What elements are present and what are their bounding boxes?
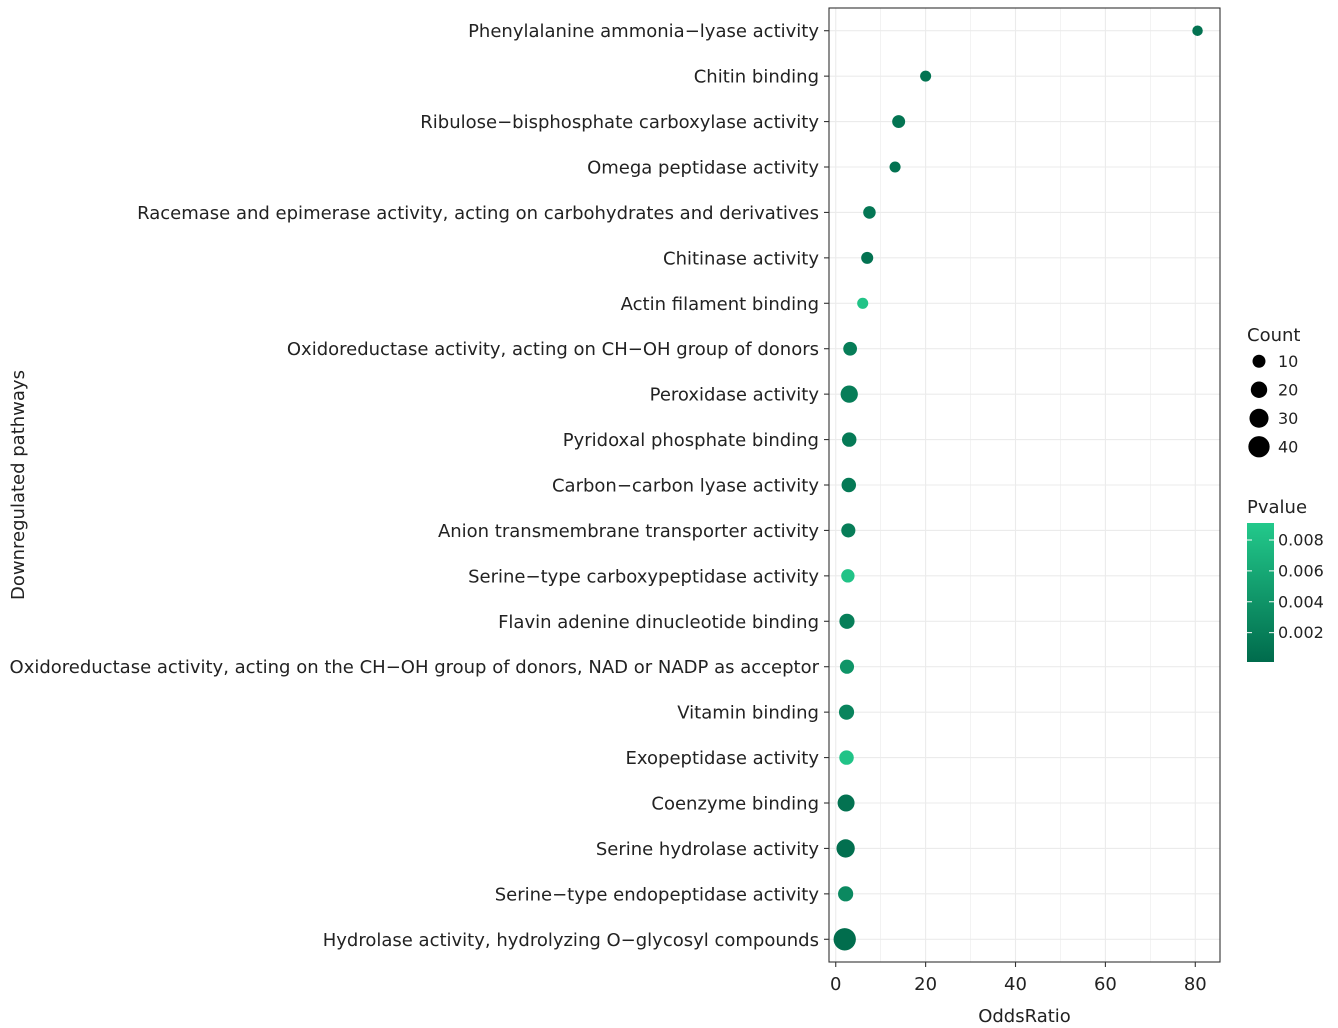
data-point	[841, 523, 856, 538]
y-tick-label: Oxidoreductase activity, acting on the C…	[10, 657, 820, 678]
data-point	[892, 115, 906, 129]
data-point	[889, 161, 901, 173]
data-point	[841, 432, 857, 447]
y-tick-label: Serine hydrolase activity	[596, 839, 820, 860]
y-tick-label: Flavin adenine dinucleotide binding	[498, 612, 819, 633]
y-axis-title: Downregulated pathways	[8, 370, 29, 600]
count-legend: Count 10 20 30 40	[1247, 325, 1300, 458]
data-point	[920, 70, 932, 82]
x-axis-title: OddsRatio	[978, 1006, 1071, 1027]
y-tick-label: Hydrolase activity, hydrolyzing O−glycos…	[323, 930, 819, 951]
y-tick-label: Omega peptidase activity	[587, 158, 819, 179]
data-point	[1192, 25, 1203, 36]
data-point	[841, 477, 857, 493]
data-point	[843, 341, 857, 356]
data-point	[841, 569, 855, 583]
x-tick-label: 60	[1094, 974, 1117, 995]
x-tick-label: 80	[1184, 974, 1207, 995]
data-point	[839, 613, 855, 629]
y-tick-label: Anion transmembrane transporter activity	[438, 521, 819, 542]
y-tick-label: Racemase and epimerase activity, acting …	[137, 203, 819, 224]
data-point	[863, 206, 876, 219]
pvalue-tick-label: 0.006	[1278, 561, 1324, 580]
y-tick-label: Serine−type endopeptidase activity	[495, 884, 820, 905]
y-tick-label: Chitin binding	[694, 67, 819, 88]
y-tick-label: Ribulose−bisphosphate carboxylase activi…	[420, 112, 819, 133]
count-legend-title: Count	[1247, 325, 1300, 346]
y-tick-label: Exopeptidase activity	[626, 748, 820, 769]
y-tick-label: Peroxidase activity	[650, 385, 820, 406]
count-legend-label: 40	[1278, 437, 1298, 456]
count-legend-label: 30	[1278, 409, 1298, 428]
data-point	[839, 659, 855, 674]
data-point	[861, 251, 874, 264]
y-axis: Phenylalanine ammonia−lyase activity Chit…	[10, 21, 829, 951]
data-point	[839, 750, 854, 765]
data-point	[836, 839, 855, 858]
data-point	[837, 794, 855, 812]
count-legend-label: 10	[1278, 352, 1298, 371]
y-tick-label: Vitamin binding	[677, 703, 819, 724]
points-layer	[833, 25, 1203, 951]
pvalue-tick-label: 0.008	[1278, 530, 1324, 549]
count-legend-key	[1249, 408, 1269, 428]
y-tick-label: Coenzyme binding	[651, 794, 819, 815]
pvalue-tick-label: 0.004	[1278, 592, 1324, 611]
data-point	[838, 886, 854, 902]
data-point	[833, 928, 856, 951]
count-legend-label: 20	[1278, 380, 1298, 399]
x-tick-label: 0	[830, 974, 841, 995]
y-tick-label: Phenylalanine ammonia−lyase activity	[468, 21, 819, 42]
pvalue-legend: Pvalue 0.008 0.006 0.004 0.002	[1247, 497, 1324, 662]
count-legend-key	[1250, 381, 1268, 398]
y-tick-label: Carbon−carbon lyase activity	[552, 476, 819, 497]
y-tick-label: Actin filament binding	[621, 294, 819, 315]
pvalue-legend-title: Pvalue	[1247, 497, 1307, 518]
x-tick-label: 40	[1004, 974, 1027, 995]
y-tick-label: Pyridoxal phosphate binding	[563, 430, 819, 451]
y-tick-label: Chitinase activity	[663, 248, 819, 269]
x-axis: 0 20 40 60 80	[830, 962, 1207, 995]
data-point	[838, 704, 855, 720]
pvalue-tick-label: 0.002	[1278, 623, 1324, 642]
data-point	[840, 385, 858, 403]
y-tick-label: Oxidoreductase activity, acting on CH−OH…	[287, 339, 819, 360]
count-legend-key	[1248, 436, 1270, 458]
count-legend-key	[1252, 354, 1266, 368]
pvalue-colorbar	[1247, 523, 1274, 662]
x-tick-label: 20	[914, 974, 937, 995]
y-tick-label: Serine−type carboxypeptidase activity	[468, 566, 819, 587]
grid-layer	[829, 8, 1220, 962]
data-point	[857, 297, 869, 309]
